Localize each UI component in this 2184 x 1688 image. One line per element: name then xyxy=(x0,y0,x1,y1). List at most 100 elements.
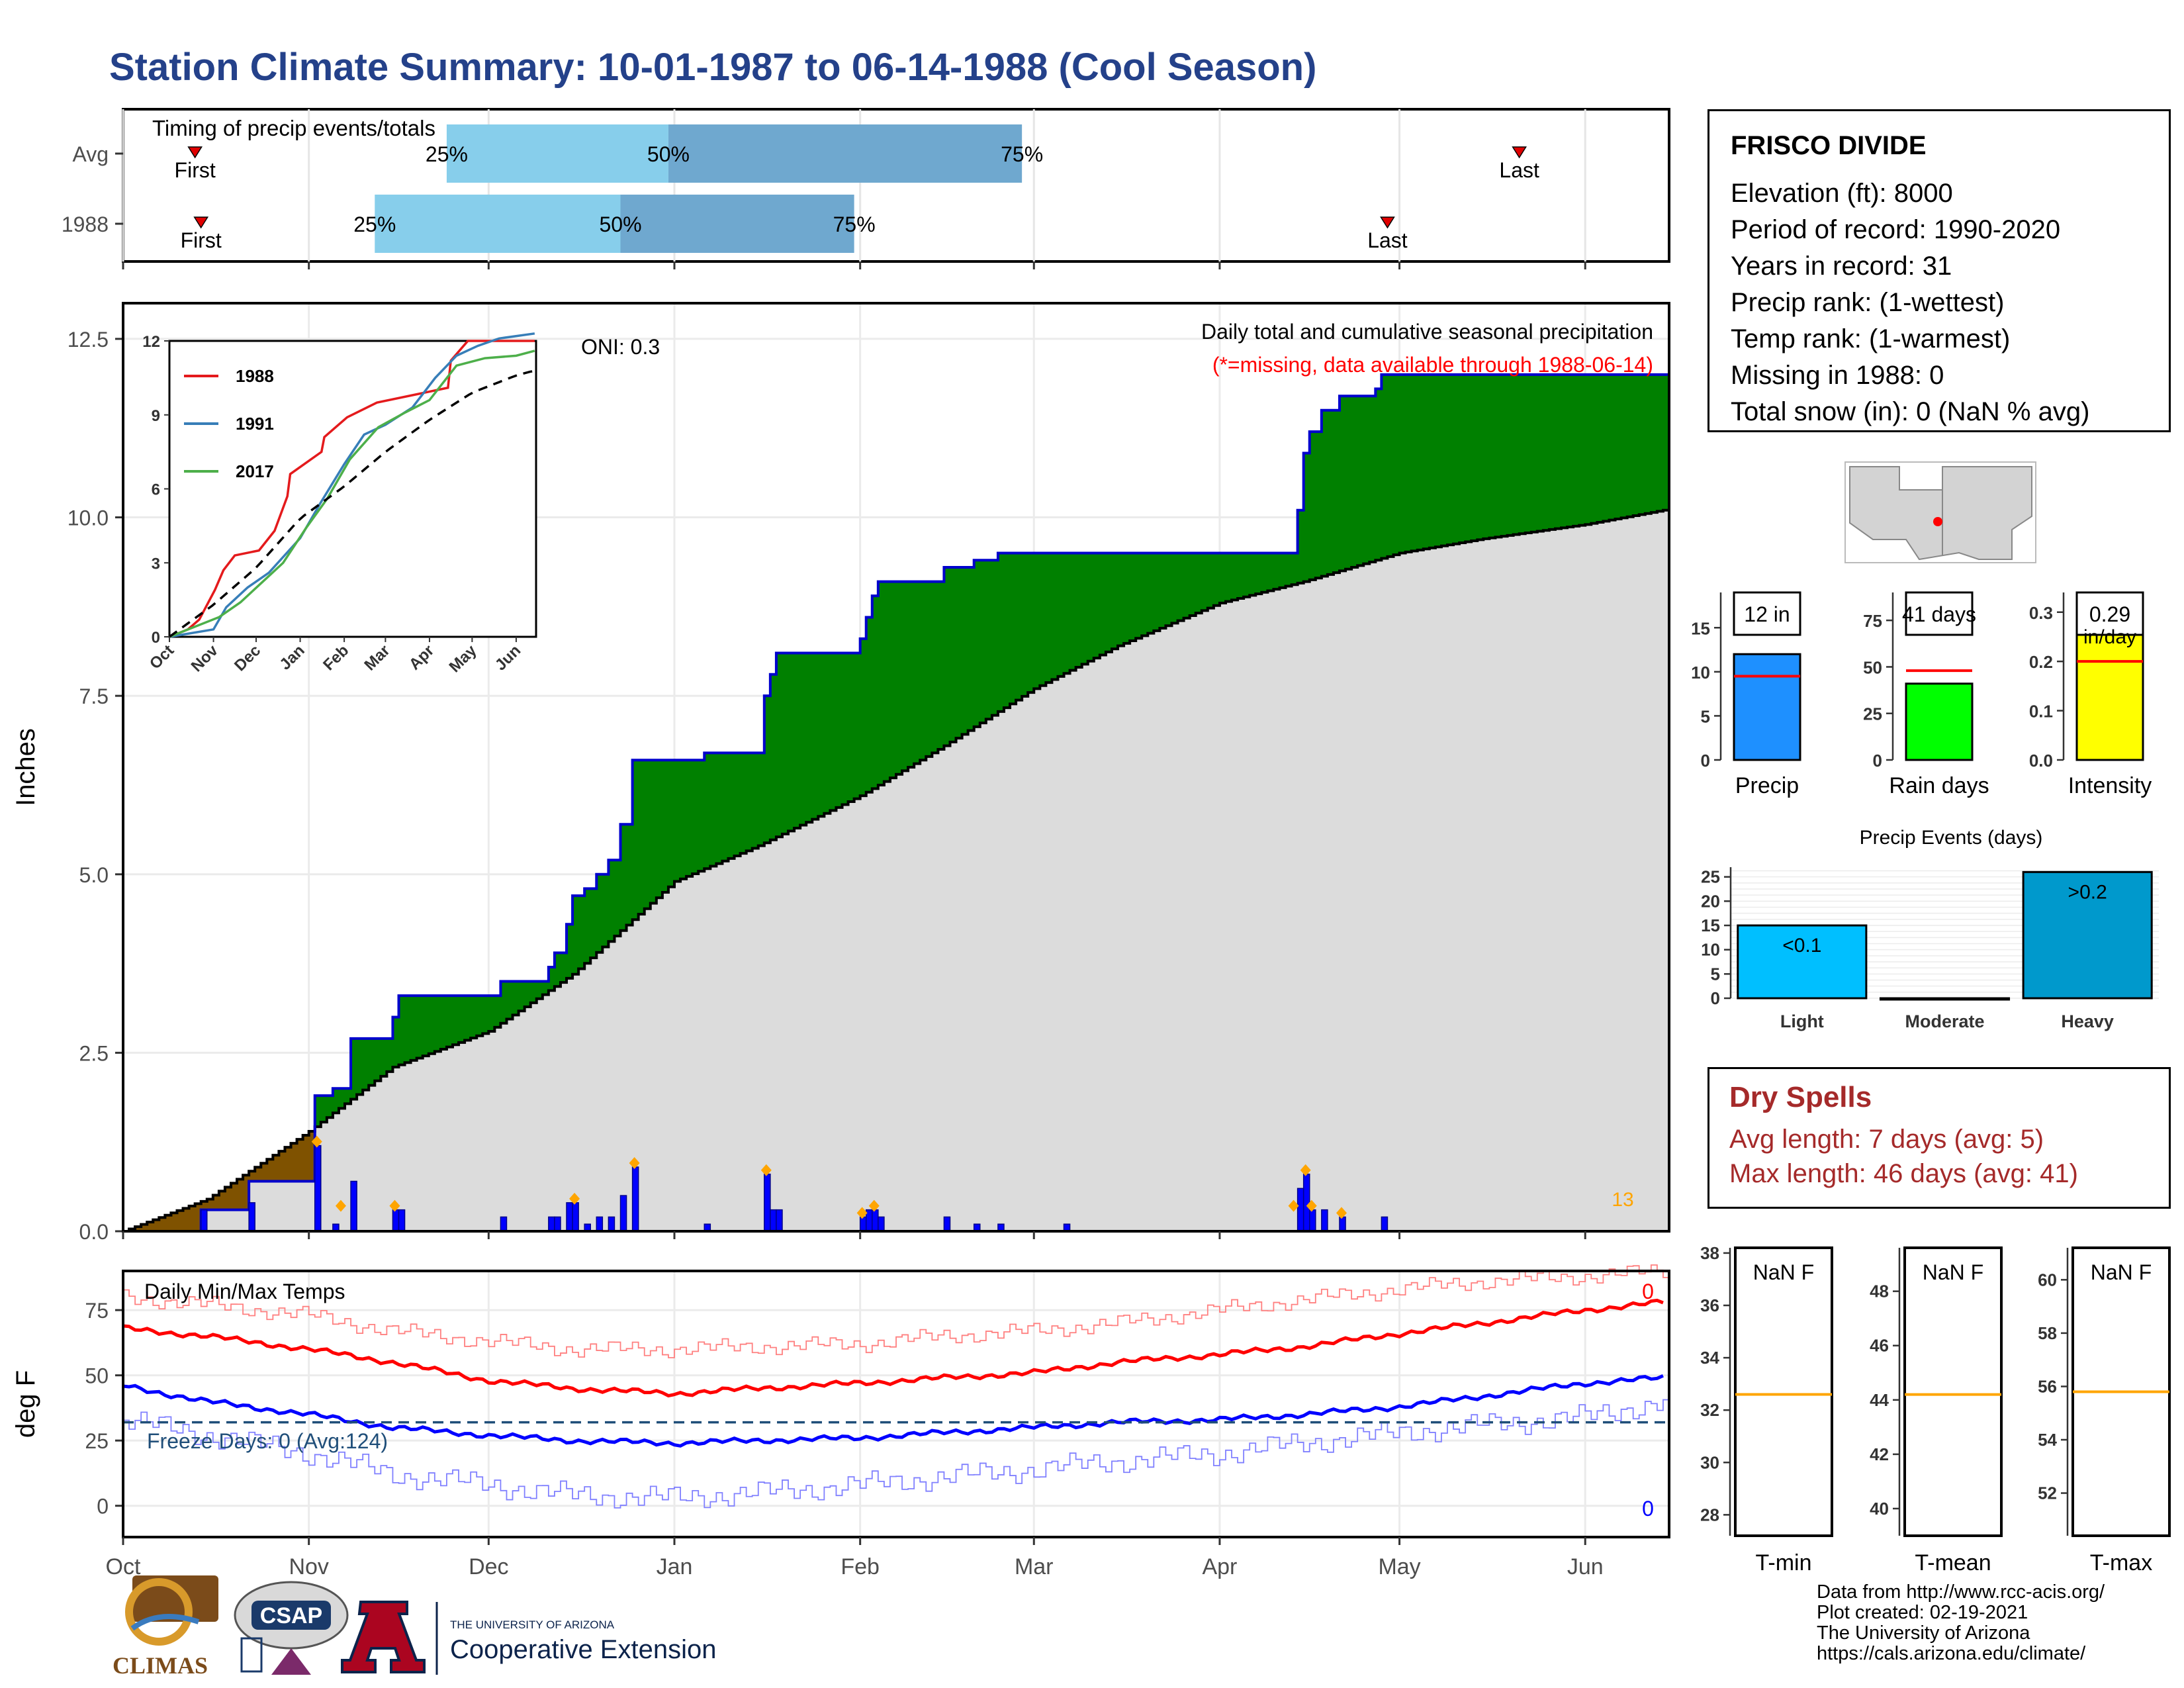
logos-svg: CLIMAS CSAP THE UNIVERSITY OF ARIZONA Co… xyxy=(113,1575,716,1679)
first-label: First xyxy=(181,228,222,252)
event-marker xyxy=(569,1192,580,1205)
temp-title: Daily Min/Max Temps xyxy=(144,1280,345,1303)
daily-precip-bar xyxy=(608,1216,615,1232)
first-marker xyxy=(193,216,209,229)
daily-precip-bar xyxy=(878,1216,885,1232)
y-tick-label: 75 xyxy=(1863,611,1882,631)
csap-text: CSAP xyxy=(260,1603,322,1628)
y-tick-label: 10 xyxy=(1701,940,1720,960)
y-tick-label: 54 xyxy=(2038,1430,2057,1450)
event-marker xyxy=(760,1164,772,1176)
station-info-line: Years in record: 31 xyxy=(1731,252,1952,281)
total-bar xyxy=(1733,653,1801,761)
y-tick-label: 60 xyxy=(2038,1270,2057,1289)
total-bar xyxy=(1905,682,1974,761)
daily-precip-bar xyxy=(1302,1173,1310,1232)
temp-series-rec_tmin xyxy=(123,1399,1669,1509)
x-tick-label: Mar xyxy=(1015,1554,1054,1579)
y-tick-label: 58 xyxy=(2038,1323,2057,1343)
station-location-marker xyxy=(1933,517,1942,526)
total-value-label: 41 days xyxy=(1902,602,1976,626)
daily-precip-bar xyxy=(770,1209,777,1232)
daily-precip-bar xyxy=(1297,1188,1304,1232)
event-marker xyxy=(856,1207,868,1219)
total-category-label: Precip xyxy=(1735,773,1799,798)
daily-precip-bar xyxy=(943,1216,951,1232)
temp-box-label: T-min xyxy=(1756,1550,1812,1575)
daily-precip-bar xyxy=(776,1209,783,1232)
daily-precip-bar xyxy=(872,1209,879,1232)
event-marker xyxy=(1336,1207,1347,1219)
x-tick-label: Feb xyxy=(841,1554,880,1579)
temp-panel-bg xyxy=(123,1271,1669,1537)
station-info-line: Total snow (in): 0 (NaN % avg) xyxy=(1731,397,2090,426)
row-label: 1988 xyxy=(62,212,109,236)
y-tick-label: 10 xyxy=(1691,663,1710,682)
event-category-label: Light xyxy=(1780,1011,1824,1031)
csap-logo: CSAP xyxy=(234,1581,349,1675)
y-tick-label: 38 xyxy=(1700,1243,1719,1263)
event-marker xyxy=(1288,1199,1299,1212)
y-tick-label: 5 xyxy=(1711,964,1720,984)
daily-precip-bar xyxy=(248,1202,255,1232)
inset-y-label: 9 xyxy=(152,407,160,425)
cumulative-avg-line xyxy=(123,508,1669,1233)
daily-precip-bar xyxy=(500,1216,508,1232)
daily-precip-bar xyxy=(314,1145,322,1232)
precip-subtitle: (*=missing, data available through 1988-… xyxy=(1212,353,1653,377)
station-info-line: Precip rank: (1-wettest) xyxy=(1731,288,2005,317)
y-tick-label: 0.3 xyxy=(2029,603,2053,623)
daily-precip-bar xyxy=(1308,1209,1316,1232)
last-marker xyxy=(1380,216,1395,229)
y-tick-label: 52 xyxy=(2038,1483,2057,1503)
y-tick-label: 0.2 xyxy=(2029,652,2053,672)
event-marker xyxy=(389,1199,400,1212)
total-value-unit: in/day xyxy=(2083,626,2136,648)
ua-line1: THE UNIVERSITY OF ARIZONA xyxy=(450,1618,615,1631)
temp-box-label: T-max xyxy=(2090,1550,2152,1575)
event-value-label: <0.1 xyxy=(1782,935,1821,957)
total-value-label: 0.29 xyxy=(2089,602,2130,626)
dry-spells-title: Dry Spells xyxy=(1729,1081,1872,1113)
tmax-count: 0 xyxy=(1642,1280,1654,1303)
y-tick-label: 5 xyxy=(1701,706,1710,726)
event-bar xyxy=(1737,924,1868,1000)
percentile-label: 25% xyxy=(426,142,468,166)
temp-series-rec_tmax xyxy=(123,1264,1669,1358)
y-tick-label: 15 xyxy=(1701,915,1720,935)
total-category-label: Rain days xyxy=(1889,773,1989,798)
inset-legend-label: 2017 xyxy=(236,461,274,481)
total-bar xyxy=(2075,616,2144,761)
map-states xyxy=(1849,466,2032,561)
event-bar xyxy=(1879,997,2011,1001)
corner-value: 13 xyxy=(1612,1189,1633,1211)
last-label: Last xyxy=(1367,228,1408,252)
y-tick-label: 20 xyxy=(1701,891,1720,911)
temp-series-avg_tmax xyxy=(122,1298,1664,1398)
credit-line: https://cals.arizona.edu/climate/ xyxy=(1817,1643,2086,1664)
inset-legend-label: 1991 xyxy=(236,414,274,434)
event-marker xyxy=(1300,1164,1311,1176)
inset-series-2017 xyxy=(169,350,535,638)
y-axis-label: deg F xyxy=(11,1370,40,1438)
percentile-label: 75% xyxy=(833,212,876,236)
station-info-line: Temp rank: (1-warmest) xyxy=(1731,324,2011,353)
inset-y-label: 0 xyxy=(152,629,160,647)
ua-logo: THE UNIVERSITY OF ARIZONA Cooperative Ex… xyxy=(341,1601,716,1675)
x-tick-label: Oct xyxy=(106,1554,141,1579)
station-info-box: FRISCO DIVIDE Elevation (ft): 8000 Perio… xyxy=(1707,109,2171,432)
climas-logo: CLIMAS xyxy=(113,1575,218,1679)
daily-precip-bar xyxy=(1339,1216,1346,1232)
y-tick-label: 48 xyxy=(1870,1282,1889,1301)
daily-precip-bar xyxy=(572,1202,579,1232)
dry-spells-avg: Avg length: 7 days (avg: 5) xyxy=(1729,1125,2044,1154)
station-info-line: Period of record: 1990-2020 xyxy=(1731,215,2061,244)
timing-bar-25-50 xyxy=(446,124,668,183)
daily-precip-bar xyxy=(554,1216,561,1232)
event-marker xyxy=(311,1135,322,1148)
locator-map xyxy=(1844,461,2036,563)
total-value-label: 12 in xyxy=(1744,602,1790,626)
y-tick-label: 0 xyxy=(1873,751,1882,771)
events-title: Precip Events (days) xyxy=(1860,827,2043,849)
